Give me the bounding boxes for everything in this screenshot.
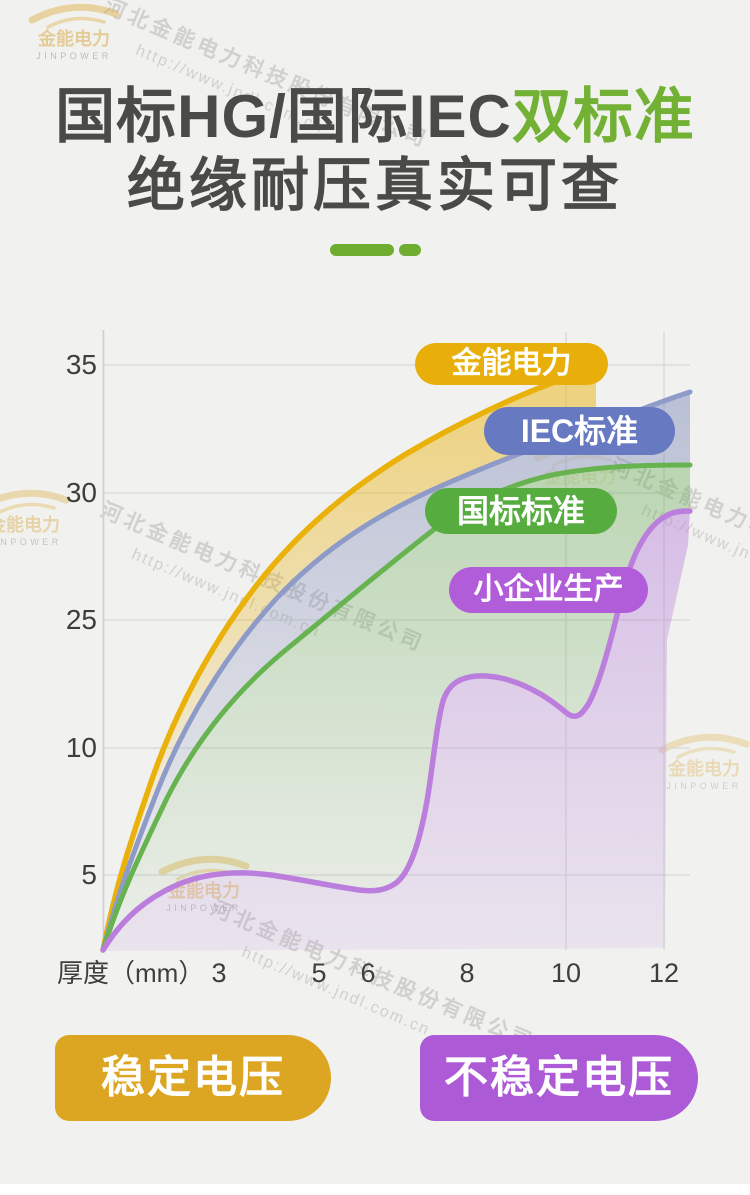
y-tick-35: 35: [65, 349, 97, 380]
svg-text:JINPOWER: JINPOWER: [666, 781, 742, 791]
y-tick-30: 30: [65, 477, 97, 508]
y-tick-25: 25: [65, 604, 97, 635]
legend-pill-iec: IEC标准: [484, 407, 675, 455]
divider-dash-short: [399, 244, 421, 256]
y-tick-5: 5: [81, 859, 97, 890]
svg-text:金能电力: 金能电力: [0, 514, 60, 535]
x-tick-12: 12: [648, 958, 680, 988]
svg-text:金能电力: 金能电力: [667, 758, 740, 779]
band-small-factory: [103, 511, 690, 951]
curve-guobiao: [100, 462, 693, 953]
title-green-part: 双标准: [511, 83, 695, 150]
unstable-voltage-button[interactable]: 不稳定电压: [420, 1035, 698, 1121]
svg-text:JINPOWER: JINPOWER: [0, 537, 62, 547]
legend-pill-small-factory: 小企业生产: [449, 567, 648, 613]
jinpower-logo-icon: 金能电力 JINPOWER: [658, 733, 750, 791]
jinpower-logo-icon: 金能电力 JINPOWER: [0, 489, 70, 547]
x-tick-5: 5: [311, 958, 327, 988]
page-title: 国标HG/国际IEC双标准: [0, 84, 750, 150]
x-tick-3: 3: [211, 958, 227, 988]
legend-pill-jinpower: 金能电力: [415, 343, 608, 385]
x-tick-6: 6: [360, 958, 376, 988]
x-tick-10: 10: [550, 958, 582, 988]
title-dark-part: 国标HG/国际IEC: [55, 83, 512, 150]
stable-voltage-button[interactable]: 稳定电压: [55, 1035, 331, 1121]
x-axis-title: 厚度（mm）: [57, 958, 205, 988]
legend-pill-guobiao: 国标标准: [425, 488, 617, 534]
svg-text:JINPOWER: JINPOWER: [36, 51, 112, 61]
divider-dash-long: [330, 244, 394, 256]
page-subtitle: 绝缘耐压真实可查: [126, 153, 623, 218]
footer-strip: [0, 1184, 750, 1195]
jinpower-logo-icon: 金能电力 JINPOWER: [28, 3, 120, 61]
x-tick-8: 8: [459, 958, 475, 988]
y-tick-10: 10: [65, 732, 97, 763]
curve-small-factory: [100, 508, 693, 953]
svg-text:金能电力: 金能电力: [37, 28, 110, 49]
